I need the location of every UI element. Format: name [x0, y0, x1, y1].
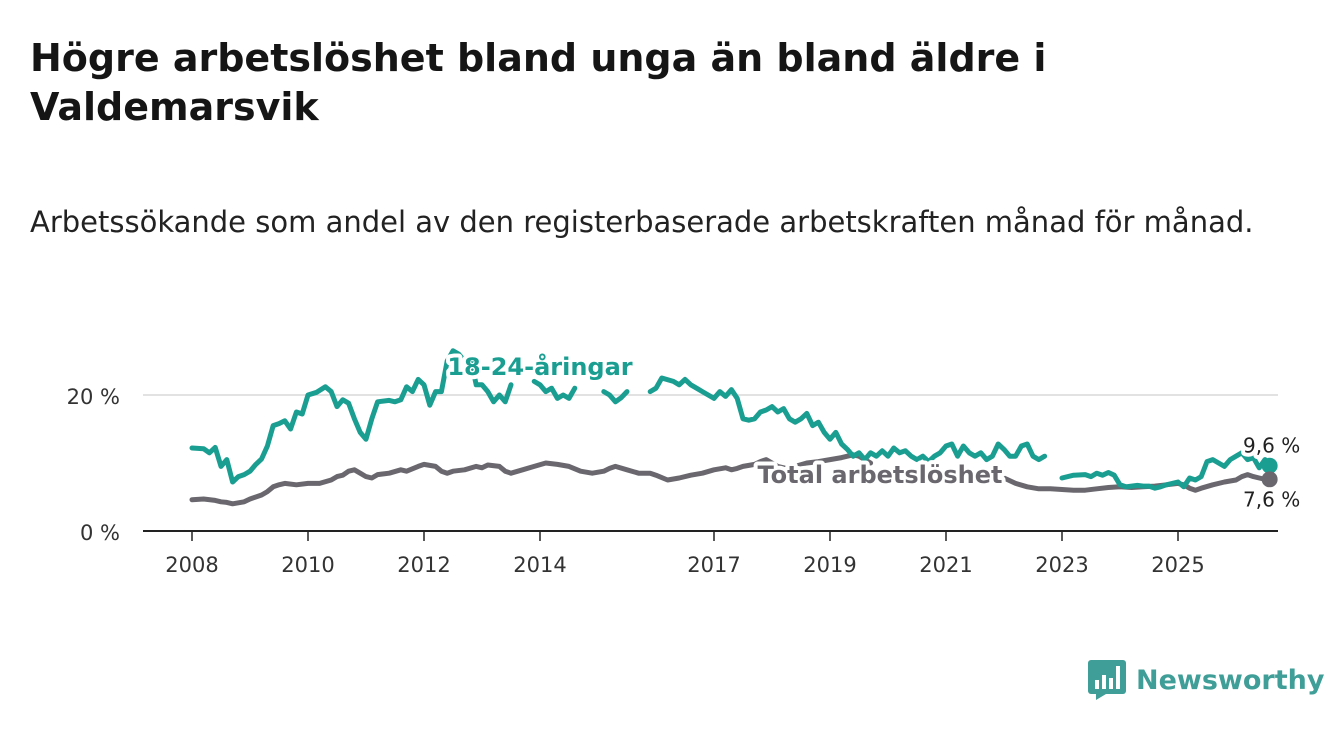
newsworthy-logo-icon: [1088, 660, 1126, 700]
series-line-young: [531, 378, 578, 401]
series-line-young: [1059, 450, 1273, 491]
end-point-young: [1261, 457, 1278, 474]
series-label-young: 18-24-åringar: [447, 352, 632, 381]
series-line-young: [601, 389, 630, 405]
line-chart: 0 % 20 % 2008 2010 2012 2014 2017 2019 2021 2023 2…: [66, 348, 1304, 577]
series-label-total-halo: Total arbetslöshet: [757, 461, 1002, 489]
series-line-young: [462, 355, 514, 405]
newsworthy-logo[interactable]: Newsworthy: [1088, 660, 1324, 700]
end-point-total: [1261, 471, 1278, 488]
chart-subtitle: Arbetssökande som andel av den registerb…: [30, 205, 1254, 239]
series-line-young: [647, 375, 1048, 465]
end-value-label-total-halo: 7,6 %: [1243, 487, 1300, 511]
end-value-label-total: 7,6 %: [1243, 487, 1300, 511]
chart-axes: 0 % 20 % 2008 2010 2012 2014 2017 2019 2021 2023 2…: [67, 385, 1278, 577]
x-tick-label: 2023: [1035, 553, 1088, 577]
series-label-young-halo: 18-24-åringar: [447, 352, 632, 381]
x-tick-label: 2012: [397, 553, 450, 577]
y-tick-label: 20 %: [67, 385, 120, 409]
x-tick-label: 2008: [165, 553, 218, 577]
series-line-total: [189, 452, 874, 507]
y-tick-label: 0 %: [80, 521, 120, 545]
end-value-label-young: 9,6 %: [1243, 434, 1300, 458]
x-tick-label: 2010: [281, 553, 334, 577]
x-tick-label: 2021: [919, 553, 972, 577]
series-label-total: Total arbetslöshet: [757, 461, 1002, 489]
x-tick-label: 2019: [803, 553, 856, 577]
page-title: Högre arbetslöshet bland unga än bland ä…: [30, 36, 1047, 129]
x-tick-label: 2025: [1151, 553, 1204, 577]
end-value-label-young-halo: 9,6 %: [1243, 434, 1300, 458]
brand-name: Newsworthy: [1136, 664, 1325, 696]
x-tick-label: 2014: [513, 553, 566, 577]
x-tick-label: 2017: [687, 553, 740, 577]
chart-series: [189, 348, 1278, 507]
series-line-young: [189, 348, 468, 485]
